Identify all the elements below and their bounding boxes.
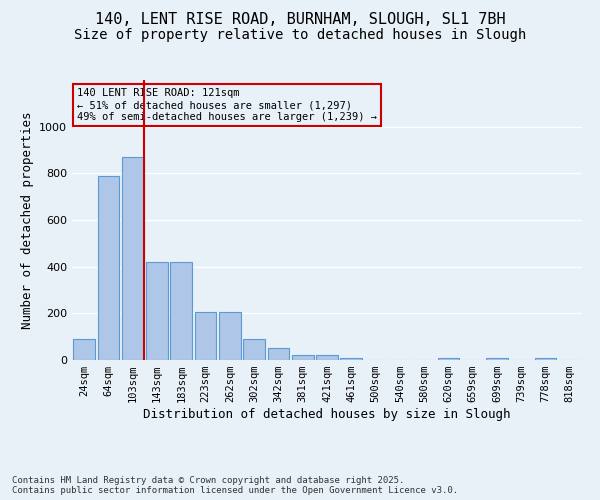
Text: Size of property relative to detached houses in Slough: Size of property relative to detached ho… <box>74 28 526 42</box>
Text: Contains HM Land Registry data © Crown copyright and database right 2025.
Contai: Contains HM Land Registry data © Crown c… <box>12 476 458 495</box>
Bar <box>437 358 460 360</box>
Bar <box>194 312 217 360</box>
Bar <box>170 262 192 360</box>
Bar <box>292 356 314 360</box>
Bar <box>122 158 143 360</box>
Bar <box>486 358 508 360</box>
Bar <box>340 358 362 360</box>
Text: 140 LENT RISE ROAD: 121sqm
← 51% of detached houses are smaller (1,297)
49% of s: 140 LENT RISE ROAD: 121sqm ← 51% of deta… <box>77 88 377 122</box>
Text: 140, LENT RISE ROAD, BURNHAM, SLOUGH, SL1 7BH: 140, LENT RISE ROAD, BURNHAM, SLOUGH, SL… <box>95 12 505 28</box>
Bar <box>243 339 265 360</box>
X-axis label: Distribution of detached houses by size in Slough: Distribution of detached houses by size … <box>143 408 511 421</box>
Bar <box>219 312 241 360</box>
Bar <box>268 348 289 360</box>
Bar <box>316 356 338 360</box>
Bar <box>73 339 95 360</box>
Bar <box>97 176 119 360</box>
Bar <box>535 358 556 360</box>
Bar <box>146 262 168 360</box>
Y-axis label: Number of detached properties: Number of detached properties <box>20 112 34 329</box>
